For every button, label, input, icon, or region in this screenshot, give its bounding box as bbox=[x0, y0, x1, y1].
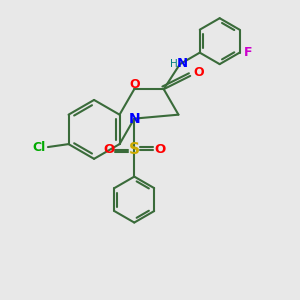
Text: S: S bbox=[129, 142, 140, 157]
Text: H: H bbox=[169, 58, 177, 69]
Text: F: F bbox=[244, 46, 252, 59]
Text: N: N bbox=[128, 112, 140, 126]
Text: N: N bbox=[177, 57, 188, 70]
Text: O: O bbox=[103, 143, 114, 156]
Text: O: O bbox=[193, 67, 204, 80]
Text: Cl: Cl bbox=[32, 141, 46, 154]
Text: O: O bbox=[154, 143, 166, 156]
Text: O: O bbox=[129, 78, 140, 91]
